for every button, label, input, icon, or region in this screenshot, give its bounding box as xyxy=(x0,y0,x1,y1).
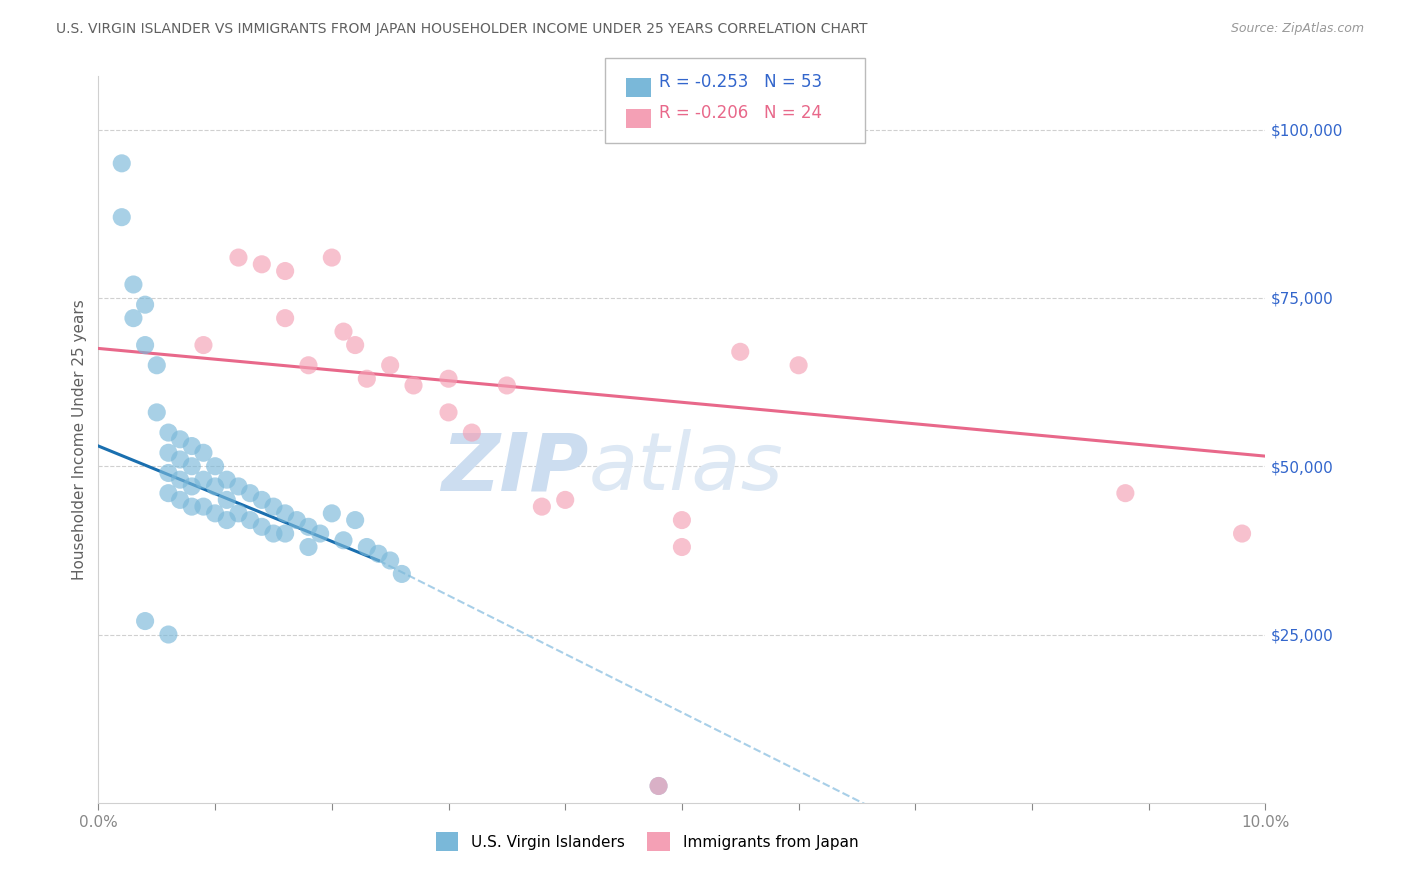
Point xyxy=(250,520,273,534)
Point xyxy=(250,492,273,507)
Point xyxy=(647,779,669,793)
Point xyxy=(356,372,378,386)
Point xyxy=(169,473,191,487)
Point xyxy=(157,486,180,500)
Point xyxy=(391,566,413,581)
Point xyxy=(157,425,180,440)
Point xyxy=(134,298,156,312)
Point xyxy=(262,526,284,541)
Point xyxy=(193,338,215,352)
Text: atlas: atlas xyxy=(589,429,783,508)
Text: U.S. VIRGIN ISLANDER VS IMMIGRANTS FROM JAPAN HOUSEHOLDER INCOME UNDER 25 YEARS : U.S. VIRGIN ISLANDER VS IMMIGRANTS FROM … xyxy=(56,22,868,37)
Point xyxy=(730,344,752,359)
Point xyxy=(787,358,810,372)
Point xyxy=(321,251,343,265)
Point xyxy=(215,513,238,527)
Point xyxy=(356,540,378,554)
Point xyxy=(262,500,284,514)
Point xyxy=(530,500,553,514)
Point xyxy=(344,513,367,527)
Point xyxy=(169,432,191,446)
Point xyxy=(228,507,250,521)
Point xyxy=(228,479,250,493)
Point xyxy=(111,210,134,224)
Point xyxy=(193,446,215,460)
Point xyxy=(297,540,319,554)
Point xyxy=(134,338,156,352)
Point xyxy=(215,492,238,507)
Point xyxy=(157,446,180,460)
Point xyxy=(496,378,519,392)
Point xyxy=(285,513,308,527)
Point xyxy=(402,378,425,392)
Point xyxy=(204,459,226,474)
Point xyxy=(157,466,180,480)
Point xyxy=(146,358,169,372)
Point xyxy=(180,439,202,453)
Point xyxy=(146,405,169,419)
Point xyxy=(671,540,693,554)
Legend: U.S. Virgin Islanders, Immigrants from Japan: U.S. Virgin Islanders, Immigrants from J… xyxy=(429,826,865,857)
Point xyxy=(239,513,262,527)
Point xyxy=(215,473,238,487)
Point xyxy=(204,479,226,493)
Point xyxy=(193,500,215,514)
Text: ZIP: ZIP xyxy=(441,429,589,508)
Point xyxy=(309,526,332,541)
Point xyxy=(228,251,250,265)
Point xyxy=(204,507,226,521)
Point xyxy=(367,547,389,561)
Point xyxy=(1230,526,1253,541)
Point xyxy=(180,479,202,493)
Point xyxy=(437,372,460,386)
Y-axis label: Householder Income Under 25 years: Householder Income Under 25 years xyxy=(72,299,87,580)
Point xyxy=(193,473,215,487)
Point xyxy=(274,264,297,278)
Point xyxy=(274,311,297,326)
Point xyxy=(332,533,354,548)
Point xyxy=(239,486,262,500)
Text: R = -0.253   N = 53: R = -0.253 N = 53 xyxy=(659,73,823,91)
Point xyxy=(344,338,367,352)
Point xyxy=(122,277,145,292)
Point xyxy=(169,452,191,467)
Point xyxy=(274,507,297,521)
Point xyxy=(297,358,319,372)
Point xyxy=(1114,486,1136,500)
Point xyxy=(111,156,134,170)
Point xyxy=(380,553,402,567)
Point xyxy=(157,627,180,641)
Point xyxy=(180,500,202,514)
Point xyxy=(180,459,202,474)
Point xyxy=(297,520,319,534)
Point xyxy=(321,507,343,521)
Point xyxy=(647,779,669,793)
Point xyxy=(134,614,156,628)
Point xyxy=(332,325,354,339)
Point xyxy=(671,513,693,527)
Point xyxy=(380,358,402,372)
Point xyxy=(437,405,460,419)
Point xyxy=(169,492,191,507)
Point xyxy=(274,526,297,541)
Point xyxy=(250,257,273,271)
Point xyxy=(461,425,484,440)
Point xyxy=(554,492,576,507)
Text: Source: ZipAtlas.com: Source: ZipAtlas.com xyxy=(1230,22,1364,36)
Point xyxy=(122,311,145,326)
Text: R = -0.206   N = 24: R = -0.206 N = 24 xyxy=(659,104,823,122)
